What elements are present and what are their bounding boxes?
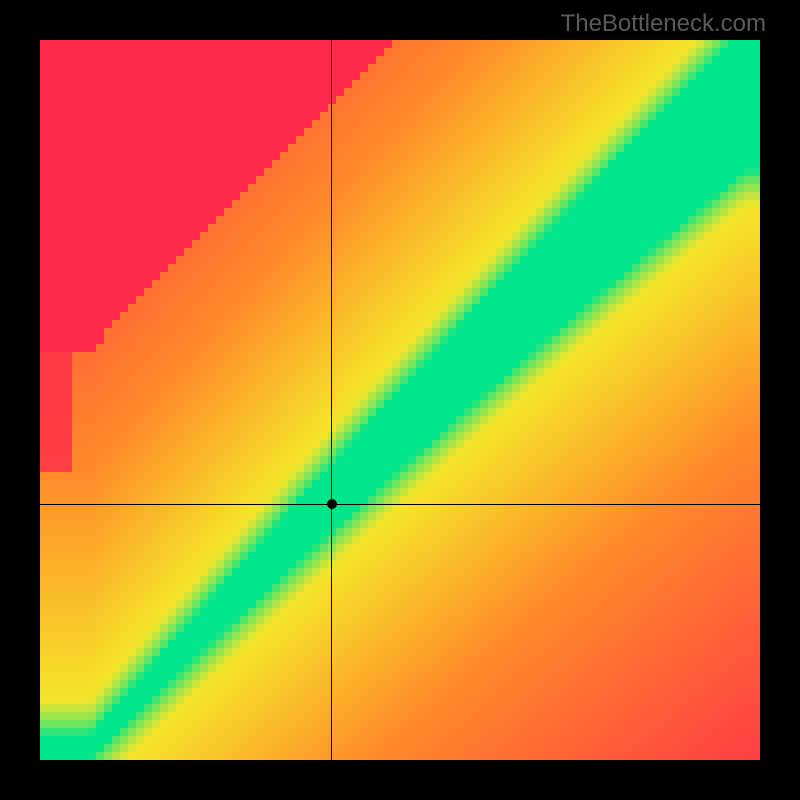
crosshair-vertical [331,40,332,760]
crosshair-marker [327,499,337,509]
heatmap-plot [40,40,760,760]
heatmap-canvas [40,40,760,760]
crosshair-horizontal [40,504,760,505]
watermark-text: TheBottleneck.com [561,10,766,38]
